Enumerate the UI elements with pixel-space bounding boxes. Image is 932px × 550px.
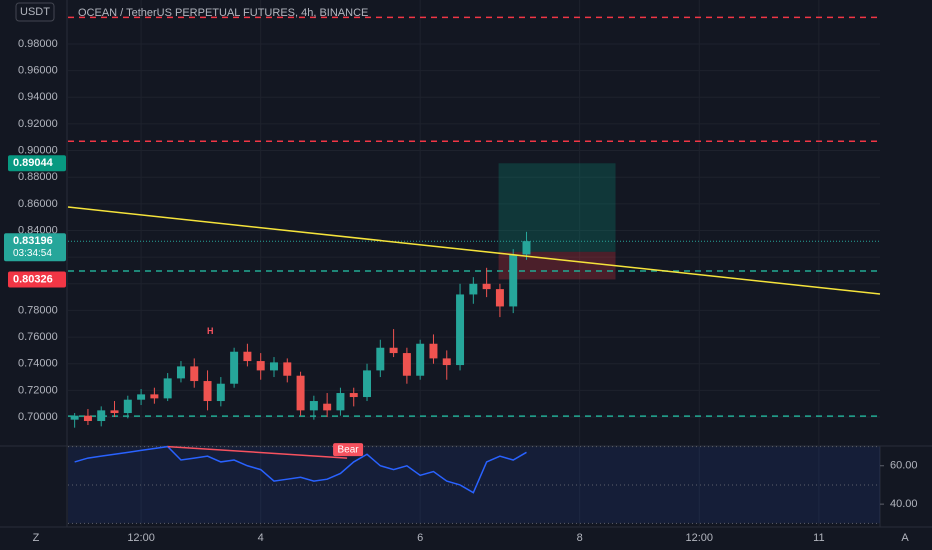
candle-body (176, 366, 185, 379)
candle-body (402, 353, 411, 376)
candle-body (270, 362, 278, 371)
y-tick-label: 0.86000 (18, 198, 58, 210)
chart-title: OCEAN / TetherUS PERPETUAL FUTURES, 4h, … (78, 7, 368, 19)
stop-zone (498, 251, 616, 280)
price-tag-label: 0.83196 (13, 235, 53, 247)
marker: H (207, 326, 214, 336)
price-tag (4, 233, 66, 262)
candle-body (230, 351, 239, 384)
candle-body (256, 361, 265, 371)
candle-body (163, 378, 172, 399)
candle-body (203, 381, 212, 402)
price-tag (8, 155, 66, 172)
divergence-label: Bear (338, 445, 360, 456)
price-tag (8, 271, 66, 288)
candle-body (83, 415, 92, 422)
candle-body (283, 362, 292, 376)
candle-body (323, 403, 332, 411)
y-tick-label: 0.96000 (18, 65, 58, 77)
candle-body (509, 254, 518, 307)
candle-body (110, 410, 119, 414)
candle-body (482, 283, 491, 290)
trendline (67, 206, 881, 295)
rsi-line (74, 445, 527, 494)
candle-body (429, 343, 438, 359)
candle-body (70, 415, 79, 420)
candle-body (190, 366, 199, 382)
candle-body (469, 283, 478, 295)
candle-body (442, 358, 451, 366)
candle-body (456, 294, 465, 366)
candle-body (336, 393, 345, 411)
y-tick-label: 0.70000 (18, 411, 58, 423)
candle-body (363, 370, 372, 398)
candle-body (522, 241, 531, 255)
x-tick-label: 11 (813, 532, 824, 544)
candle-body (216, 383, 225, 402)
y-tick-label: 0.72000 (18, 384, 58, 396)
divergence-label-box (333, 443, 364, 457)
x-tick-label: 8 (577, 532, 583, 544)
y-tick-label: 0.88000 (18, 171, 58, 183)
divergence-line (167, 445, 348, 459)
x-tick-label: 6 (417, 532, 423, 544)
y-tick-label: 0.94000 (18, 91, 58, 103)
currency[interactable]: USDT (20, 6, 50, 18)
y-tick-label: 0.98000 (18, 38, 58, 50)
x-tick-label: 4 (258, 532, 264, 544)
candle-body (389, 347, 398, 354)
y-tick-label: 0.78000 (18, 304, 58, 316)
corner-button[interactable]: A (901, 532, 909, 544)
candle-body (495, 289, 504, 307)
target-zone (498, 163, 616, 252)
rsi-tick-label: 60.00 (890, 460, 918, 472)
candle-body (349, 393, 358, 398)
plot: 0.700000.720000.740000.760000.780000.800… (4, 0, 918, 544)
candle-body (296, 375, 305, 411)
x-tick-label: 12:00 (685, 532, 713, 544)
candle-body (97, 410, 106, 422)
candle-body (123, 399, 132, 414)
candle-body (137, 394, 146, 400)
candle-body (243, 351, 252, 362)
candle-body (309, 401, 318, 411)
candle-body (416, 343, 425, 376)
y-tick-label: 0.74000 (18, 358, 58, 370)
rsi-tick-label: 40.00 (890, 498, 918, 510)
candle-body (150, 394, 159, 399)
price-tag-label: 0.89044 (13, 157, 54, 169)
y-tick-label: 0.90000 (18, 144, 58, 156)
price-tag-label: 0.80326 (13, 273, 53, 285)
corner-button[interactable]: Z (33, 532, 40, 544)
x-tick-label: 12:00 (127, 532, 155, 544)
currency-box[interactable] (15, 2, 55, 22)
y-tick-label: 0.92000 (18, 118, 58, 130)
y-tick-label: 0.76000 (18, 331, 58, 343)
candle-body (376, 347, 385, 371)
countdown: 03:34:54 (13, 248, 52, 259)
